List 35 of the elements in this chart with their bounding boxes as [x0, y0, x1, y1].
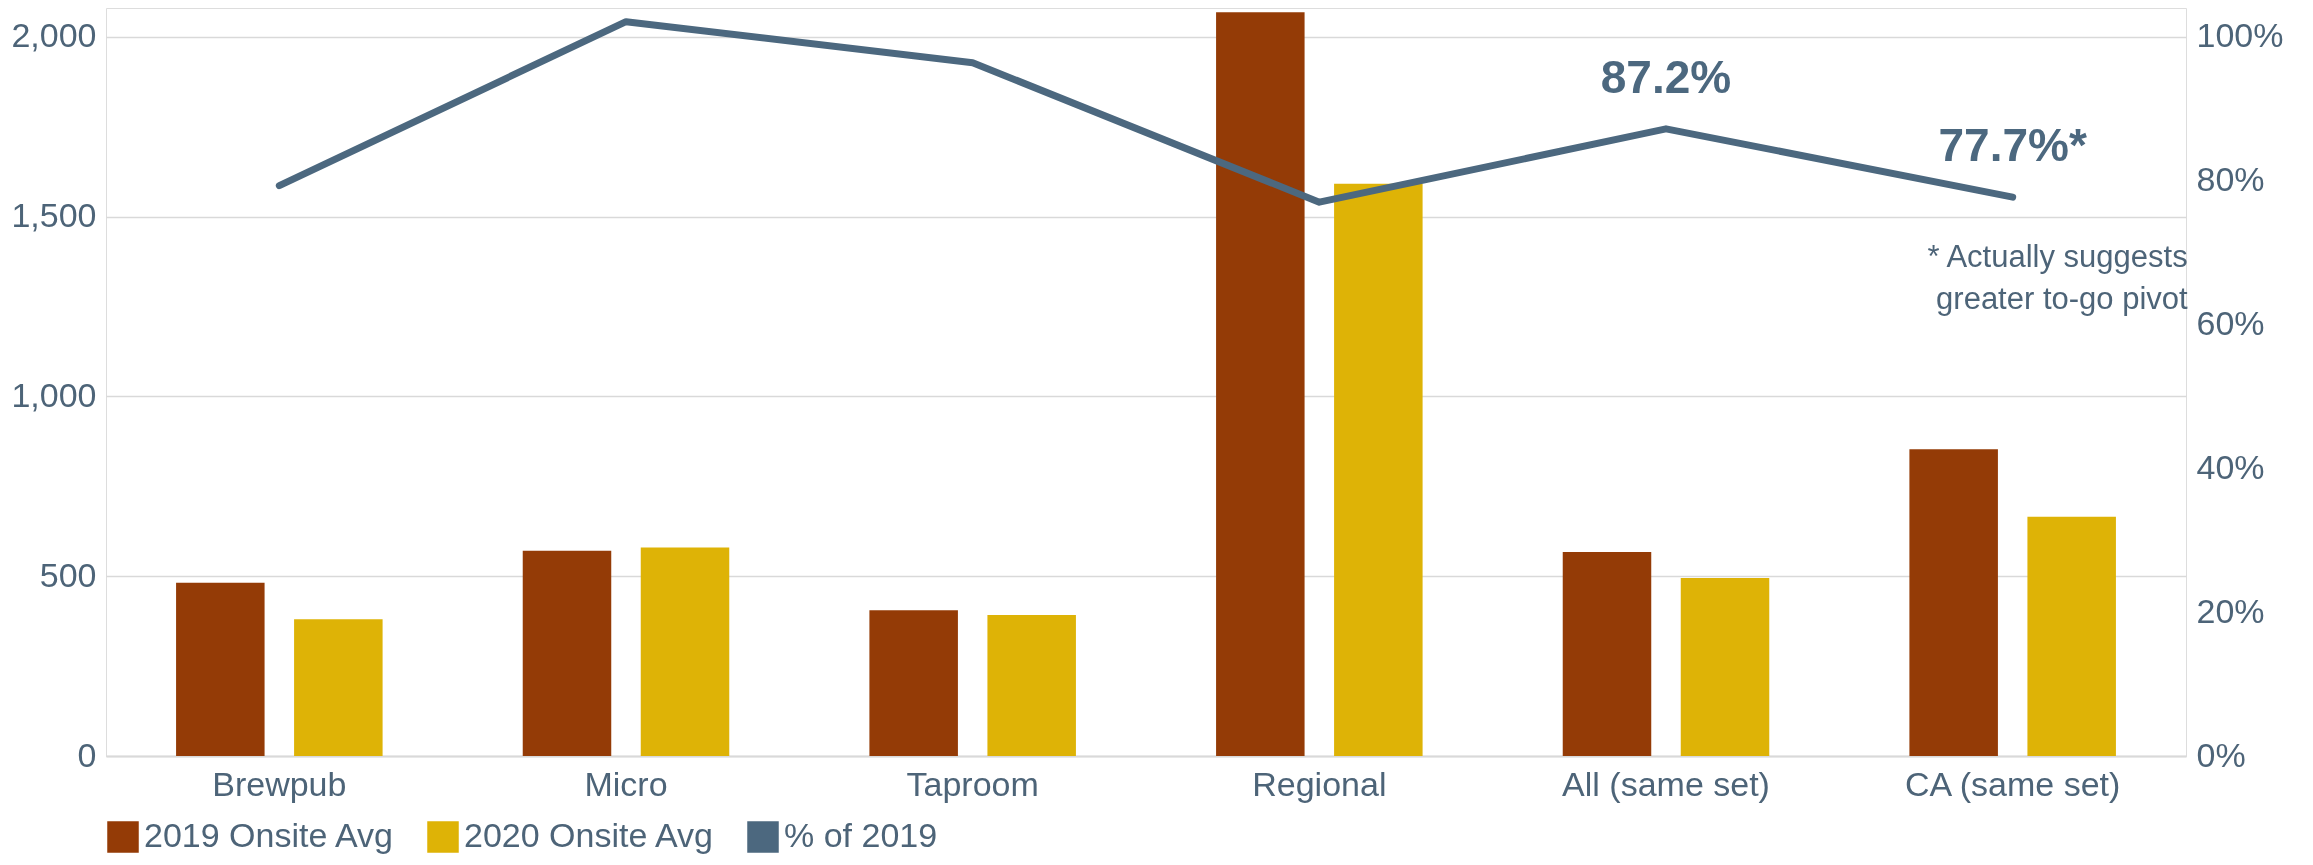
y-tick-label: 2,000 [11, 16, 97, 55]
y2-tick-label: 100% [2196, 16, 2284, 55]
x-tick-label: Micro [584, 764, 668, 803]
bar [176, 582, 265, 756]
legend-label: 2019 Onsite Avg [144, 816, 393, 854]
y-tick-label: 1,000 [11, 375, 97, 414]
bar [1909, 449, 1998, 756]
bar [1216, 12, 1305, 756]
legend-label: 2020 Onsite Avg [464, 816, 713, 854]
bar [2027, 516, 2116, 756]
annotation: 77.7%* [1938, 119, 2087, 172]
y-tick-label: 500 [39, 555, 97, 594]
x-tick-label: Taproom [906, 764, 1039, 803]
bar [987, 615, 1076, 756]
bar [869, 610, 958, 756]
y-tick-label: 1,500 [11, 196, 97, 235]
bar [1334, 183, 1423, 756]
legend-label: % of 2019 [784, 816, 938, 854]
y2-tick-label: 60% [2196, 303, 2265, 342]
x-tick-label: Regional [1252, 764, 1387, 803]
bar [522, 550, 612, 756]
bar [640, 547, 730, 756]
annotation: * Actually suggests greater to-go pivot [1927, 239, 2189, 316]
bar [294, 619, 383, 756]
x-tick-label: All (same set) [1562, 764, 1770, 803]
y2-tick-label: 0% [2196, 735, 2246, 774]
x-tick-label: CA (same set) [1904, 764, 2121, 803]
bar [1680, 577, 1770, 756]
x-tick-label: Brewpub [212, 764, 347, 803]
bar [1562, 552, 1652, 756]
y-tick-label: 0 [77, 735, 97, 774]
y2-tick-label: 40% [2196, 447, 2265, 486]
y2-tick-label: 80% [2196, 160, 2265, 199]
annotation: 87.2% [1600, 50, 1732, 103]
y2-tick-label: 20% [2196, 591, 2265, 630]
